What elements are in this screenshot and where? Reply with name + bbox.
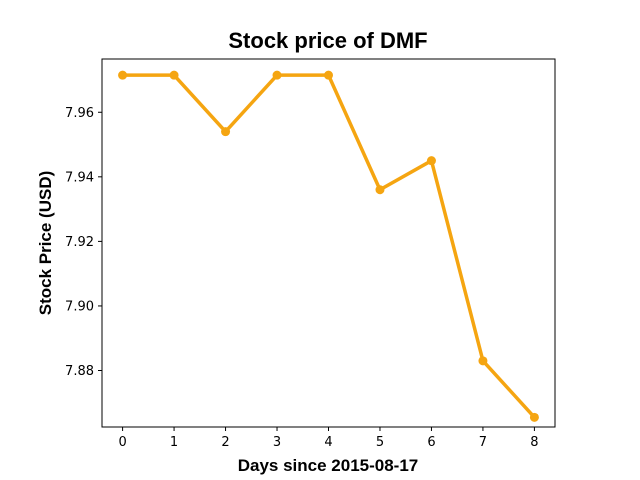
y-tick-label: 7.90 xyxy=(65,299,94,314)
data-point xyxy=(478,356,488,366)
y-tick-label: 7.96 xyxy=(65,106,94,121)
series-line xyxy=(120,73,537,420)
x-tick-label: 0 xyxy=(118,435,126,450)
data-point xyxy=(375,185,385,195)
y-axis-label: Stock Price (USD) xyxy=(36,171,55,316)
data-point xyxy=(118,70,128,80)
x-tick-label: 6 xyxy=(427,435,435,450)
x-tick-label: 4 xyxy=(324,435,332,450)
data-point xyxy=(272,70,282,80)
x-tick-label: 8 xyxy=(530,435,538,450)
x-tick-label: 1 xyxy=(170,435,178,450)
data-point xyxy=(324,70,333,80)
data-point xyxy=(426,156,436,166)
plot-frame xyxy=(101,58,556,428)
y-tick-label: 7.88 xyxy=(65,364,94,379)
x-tick-label: 7 xyxy=(479,435,487,450)
x-tick-label: 3 xyxy=(273,435,281,450)
x-tick-label: 5 xyxy=(376,435,384,450)
plot-area: 0 1 2 3 4 5 6 7 8 7.88 7.90 7.92 7.94 7.96 xyxy=(65,58,556,450)
data-point xyxy=(169,70,179,80)
x-axis-label: Days since 2015-08-17 xyxy=(238,456,419,475)
chart-title: Stock price of DMF xyxy=(228,28,427,53)
y-tick-label: 7.92 xyxy=(65,235,94,250)
data-point xyxy=(529,412,539,422)
y-tick-label: 7.94 xyxy=(65,170,94,185)
data-point xyxy=(221,127,231,137)
x-tick-label: 2 xyxy=(221,435,229,450)
